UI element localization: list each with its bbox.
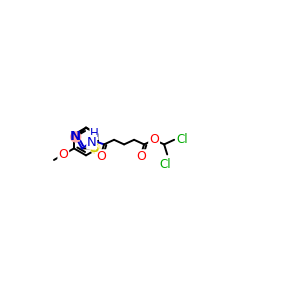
Circle shape: [90, 143, 100, 153]
Text: Cl: Cl: [160, 158, 172, 170]
Text: S: S: [90, 142, 100, 154]
Text: O: O: [58, 148, 68, 161]
Text: H: H: [90, 127, 98, 140]
Text: O: O: [96, 150, 106, 163]
Text: Cl: Cl: [176, 133, 188, 146]
Text: N: N: [87, 136, 97, 148]
Circle shape: [71, 132, 81, 142]
Text: O: O: [136, 150, 146, 163]
Text: O: O: [149, 133, 159, 146]
Text: N: N: [70, 130, 81, 143]
